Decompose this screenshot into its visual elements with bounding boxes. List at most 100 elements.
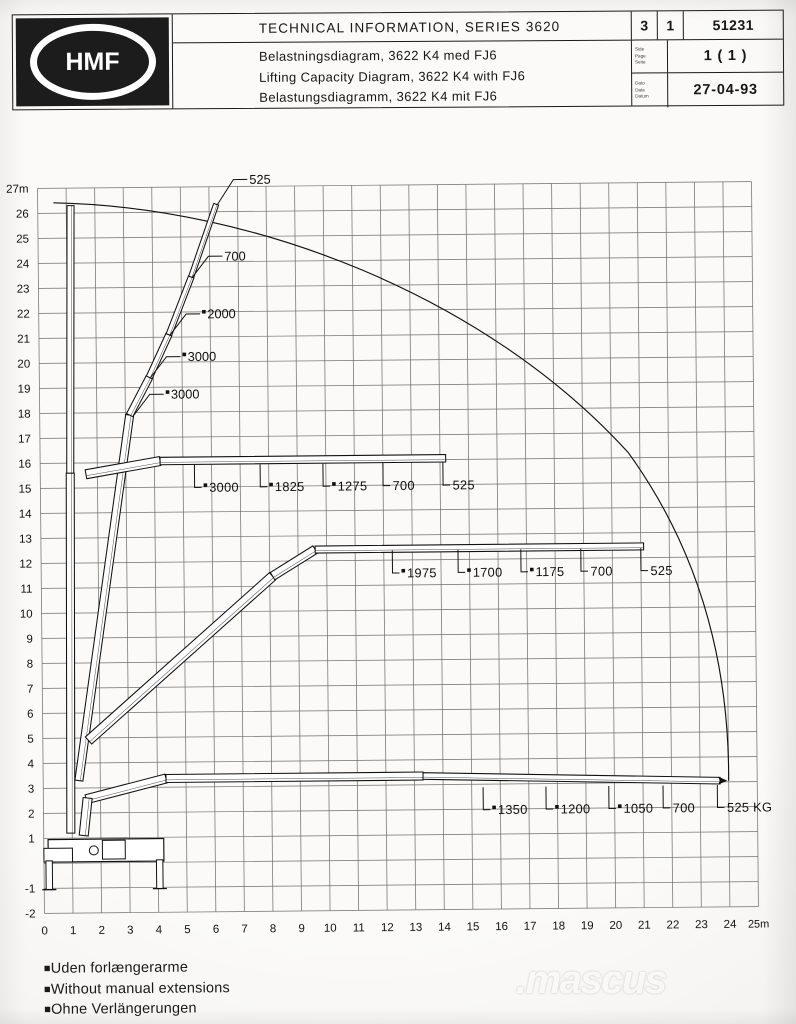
svg-text:11: 11	[20, 584, 32, 596]
code-row: 3 1 51231	[631, 10, 783, 41]
ext-3	[165, 275, 195, 337]
svg-text:16: 16	[18, 459, 31, 471]
arm-12	[314, 542, 645, 554]
low-arm-b	[422, 772, 721, 785]
svg-text:1175: 1175	[536, 564, 565, 579]
svg-text:25: 25	[16, 234, 29, 246]
svg-text:1825: 1825	[275, 479, 305, 494]
svg-text:24: 24	[16, 259, 30, 271]
asterisk-marker-icon	[401, 568, 406, 573]
footnote-2: ■Ohne Verlängerungen	[44, 998, 230, 1020]
title-block: HMF TECHNICAL INFORMATION, SERIES 3620 B…	[11, 9, 785, 111]
date-row: Dato Date Datum 27-04-93	[632, 73, 783, 108]
mast-upper	[66, 205, 75, 474]
label-middle-horizontal-12.5m-3: 700	[580, 548, 613, 579]
svg-text:20: 20	[609, 920, 622, 932]
svg-text:2: 2	[99, 925, 106, 937]
logo-ellipse: HMF	[29, 23, 156, 101]
subtitle-rows: Belastningsdiagram, 3622 K4 med FJ6 Lift…	[173, 41, 631, 111]
asterisk-marker-icon	[269, 482, 273, 487]
outreach-arc	[53, 202, 730, 781]
hmf-logo: HMF	[15, 17, 170, 107]
svg-text:525: 525	[249, 172, 271, 187]
low-arm-a	[165, 771, 424, 784]
diag-lower	[84, 571, 277, 745]
svg-text:9: 9	[26, 634, 33, 646]
svg-text:700: 700	[224, 248, 246, 263]
footnote-text-2: Ohne Verlängerungen	[50, 1000, 197, 1018]
arc-arrowhead-icon	[718, 776, 728, 785]
logo-cell: HMF	[12, 14, 174, 110]
metadata-cell: 3 1 51231 Side Page Seite 1 ( 1 ) Dato D…	[630, 10, 784, 108]
subtitle-english: Lifting Capacity Diagram, 3622 K4 with F…	[259, 67, 526, 85]
asterisk-marker-icon	[182, 352, 187, 357]
label-upper-horizontal-16m-0: 3000	[193, 464, 239, 495]
inner-boom-steep	[74, 413, 135, 782]
code-b: 1	[657, 11, 684, 40]
label-lower-horizontal-3m-1: 1200	[545, 786, 591, 816]
label-vertical-2000-2: 2000	[169, 306, 236, 335]
svg-text:24: 24	[724, 919, 738, 931]
svg-text:13: 13	[19, 534, 32, 546]
svg-text:3000: 3000	[209, 480, 239, 495]
column	[78, 796, 93, 837]
boom-12m-assembly	[84, 542, 645, 745]
footnote-0: ■Uden forlængerarme	[44, 957, 230, 979]
svg-text:12: 12	[19, 559, 32, 571]
document-heading: TECHNICAL INFORMATION, SERIES 3620	[258, 18, 561, 36]
truck-base	[42, 796, 167, 891]
svg-text:2: 2	[28, 809, 35, 821]
svg-text:18: 18	[18, 409, 31, 421]
asterisk-marker-icon	[165, 390, 170, 394]
svg-text:7: 7	[241, 923, 248, 935]
label-middle-horizontal-12.5m-4: 525	[640, 548, 673, 578]
logo-text: HMF	[65, 47, 120, 76]
footnote-text-1: Without manual extensions	[50, 979, 231, 998]
svg-text:4: 4	[28, 758, 35, 770]
label-upper-horizontal-16m-1: 1825	[259, 464, 305, 494]
svg-text:23: 23	[695, 919, 708, 931]
page-labels: Side Page Seite	[631, 40, 669, 73]
footnote-text-0: Uden forlængerarme	[50, 959, 189, 977]
svg-text:20: 20	[17, 359, 30, 371]
title-text-cell: TECHNICAL INFORMATION, SERIES 3620 Belas…	[172, 11, 632, 111]
svg-text:18: 18	[552, 920, 565, 932]
lifting-capacity-chart: 0 1 2 3 4 5 6 7 8 9 10 11 12 13 14 15 16 17 18 19 20 21 22 23 24…	[0, 150, 796, 960]
svg-text:1200: 1200	[561, 801, 591, 816]
svg-text:15: 15	[467, 921, 480, 933]
date-value: 27-04-93	[693, 81, 758, 99]
svg-text:23: 23	[17, 284, 30, 296]
knuckle-16	[84, 455, 162, 480]
svg-text:700: 700	[393, 478, 415, 493]
svg-text:27m: 27m	[6, 184, 28, 196]
svg-text:6: 6	[27, 709, 34, 721]
boom-16m-horizontal	[84, 454, 447, 480]
svg-text:14: 14	[438, 922, 452, 934]
footnotes: ■Uden forlængerarme ■Without manual exte…	[44, 957, 230, 1020]
asterisk-marker-icon	[617, 804, 622, 809]
page-value: 1 ( 1 )	[703, 47, 748, 65]
tick-labels: 0 1 2 3 4 5 6 7 8 9 10 11 12 13 14 15 16 17 18 19 20 21 22 23 24…	[6, 184, 769, 938]
capacity-labels: 525 700 2000 3000 3000 3000 1825 1275 700 525 1975…	[133, 172, 772, 817]
vertical-boom-assembly	[65, 202, 220, 834]
svg-text:525 KG: 525 KG	[727, 799, 772, 814]
arm-16	[159, 454, 447, 466]
label-upper-horizontal-16m-2: 1275	[322, 463, 367, 494]
asterisk-marker-icon	[202, 309, 206, 314]
svg-text:1975: 1975	[407, 565, 437, 580]
svg-text:10: 10	[20, 609, 33, 621]
label-middle-horizontal-12.5m-1: 1700	[457, 549, 503, 580]
svg-text:-1: -1	[25, 883, 35, 895]
asterisk-marker-icon	[555, 804, 559, 809]
svg-text:3: 3	[28, 784, 35, 796]
svg-text:22: 22	[17, 309, 30, 321]
ext-4	[188, 202, 220, 279]
svg-text:525: 525	[650, 563, 672, 578]
subtitle-german: Belastungsdiagramm, 3622 K4 mit FJ6	[259, 88, 498, 105]
page-row: Side Page Seite 1 ( 1 )	[631, 39, 784, 74]
svg-text:10: 10	[324, 923, 337, 935]
svg-text:12: 12	[381, 922, 394, 934]
subtitle-danish: Belastningsdiagram, 3622 K4 med FJ6	[258, 47, 498, 64]
svg-text:3000: 3000	[171, 386, 200, 401]
date-label-german: Datum	[635, 93, 649, 99]
